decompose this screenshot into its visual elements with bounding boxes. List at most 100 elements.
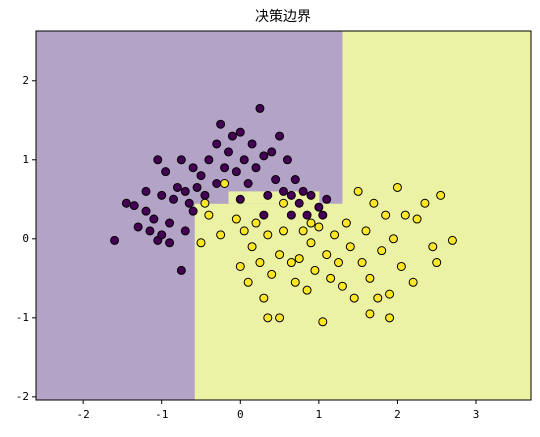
data-point [224, 147, 233, 157]
data-point [121, 198, 131, 208]
data-point [302, 210, 312, 220]
data-point [389, 234, 398, 244]
data-point [298, 226, 308, 236]
data-point [247, 139, 257, 149]
data-point [275, 250, 285, 260]
decision-region [342, 31, 532, 401]
data-point [196, 171, 206, 181]
data-point [267, 269, 277, 279]
data-point [200, 198, 210, 208]
x-tick-label: -2 [77, 408, 90, 421]
data-point [326, 273, 336, 283]
data-point [314, 222, 324, 232]
data-point [251, 163, 261, 173]
data-point [275, 131, 285, 141]
data-point [353, 186, 363, 196]
data-point [204, 155, 214, 165]
data-point [428, 242, 438, 252]
data-point [306, 238, 316, 248]
data-point [165, 238, 175, 248]
data-point [157, 190, 167, 200]
data-point [141, 186, 151, 196]
data-point [436, 190, 446, 200]
data-point [212, 139, 222, 149]
data-point [235, 194, 245, 204]
data-point [220, 163, 230, 173]
data-point [216, 230, 226, 240]
y-tick-label: 0 [22, 232, 29, 245]
data-point [302, 285, 312, 295]
data-point [369, 198, 379, 208]
data-point [259, 293, 269, 303]
data-point [318, 317, 328, 327]
data-point [200, 190, 210, 200]
x-tick-label: 0 [237, 408, 244, 421]
data-point [286, 190, 296, 200]
y-tick-label: -2 [16, 390, 29, 403]
data-point [282, 155, 292, 165]
y-tick-label: -1 [16, 311, 29, 324]
data-point [400, 210, 410, 220]
data-point [377, 246, 387, 256]
data-point [255, 103, 265, 113]
data-point [220, 178, 230, 188]
data-point [188, 206, 198, 216]
y-tick-label: 1 [22, 153, 29, 166]
data-point [381, 210, 391, 220]
data-point [432, 258, 442, 268]
data-point [204, 210, 214, 220]
data-point [279, 198, 288, 208]
data-point [247, 242, 257, 252]
data-point [231, 214, 241, 224]
data-point [322, 250, 332, 260]
x-tick-label: -1 [155, 408, 168, 421]
data-point [279, 226, 288, 236]
x-tick-label: 2 [394, 408, 401, 421]
data-point [396, 261, 406, 271]
data-point [176, 265, 186, 275]
data-point [275, 313, 285, 323]
data-point [239, 155, 249, 165]
data-point [290, 277, 300, 287]
data-point [298, 186, 308, 196]
data-point [263, 230, 273, 240]
data-point [361, 226, 371, 236]
data-point [180, 186, 190, 196]
data-point [349, 293, 359, 303]
data-point [310, 265, 320, 275]
y-tick-label: 2 [22, 74, 29, 87]
data-point [231, 167, 241, 177]
data-point [271, 175, 281, 185]
data-point [345, 242, 355, 252]
data-point [365, 309, 375, 319]
data-point [235, 127, 245, 137]
data-point [314, 202, 324, 212]
data-point [392, 182, 402, 192]
data-point [251, 218, 261, 228]
data-point [145, 226, 155, 236]
data-point [161, 167, 171, 177]
data-point [259, 151, 269, 161]
data-point [129, 201, 139, 211]
data-point [294, 198, 304, 208]
data-point [239, 226, 249, 236]
data-point [157, 230, 167, 240]
data-point [243, 178, 253, 188]
data-point [420, 198, 430, 208]
data-point [176, 155, 186, 165]
data-point [227, 131, 237, 141]
data-point [412, 214, 422, 224]
data-point [408, 277, 418, 287]
data-point [153, 155, 163, 165]
data-point [259, 210, 269, 220]
data-point [263, 313, 273, 323]
data-point [180, 226, 190, 236]
data-point [196, 238, 206, 248]
data-point [290, 175, 300, 185]
data-point [263, 190, 273, 200]
data-point [286, 258, 296, 268]
data-point [373, 293, 383, 303]
data-point [255, 258, 265, 268]
data-point [294, 254, 304, 264]
